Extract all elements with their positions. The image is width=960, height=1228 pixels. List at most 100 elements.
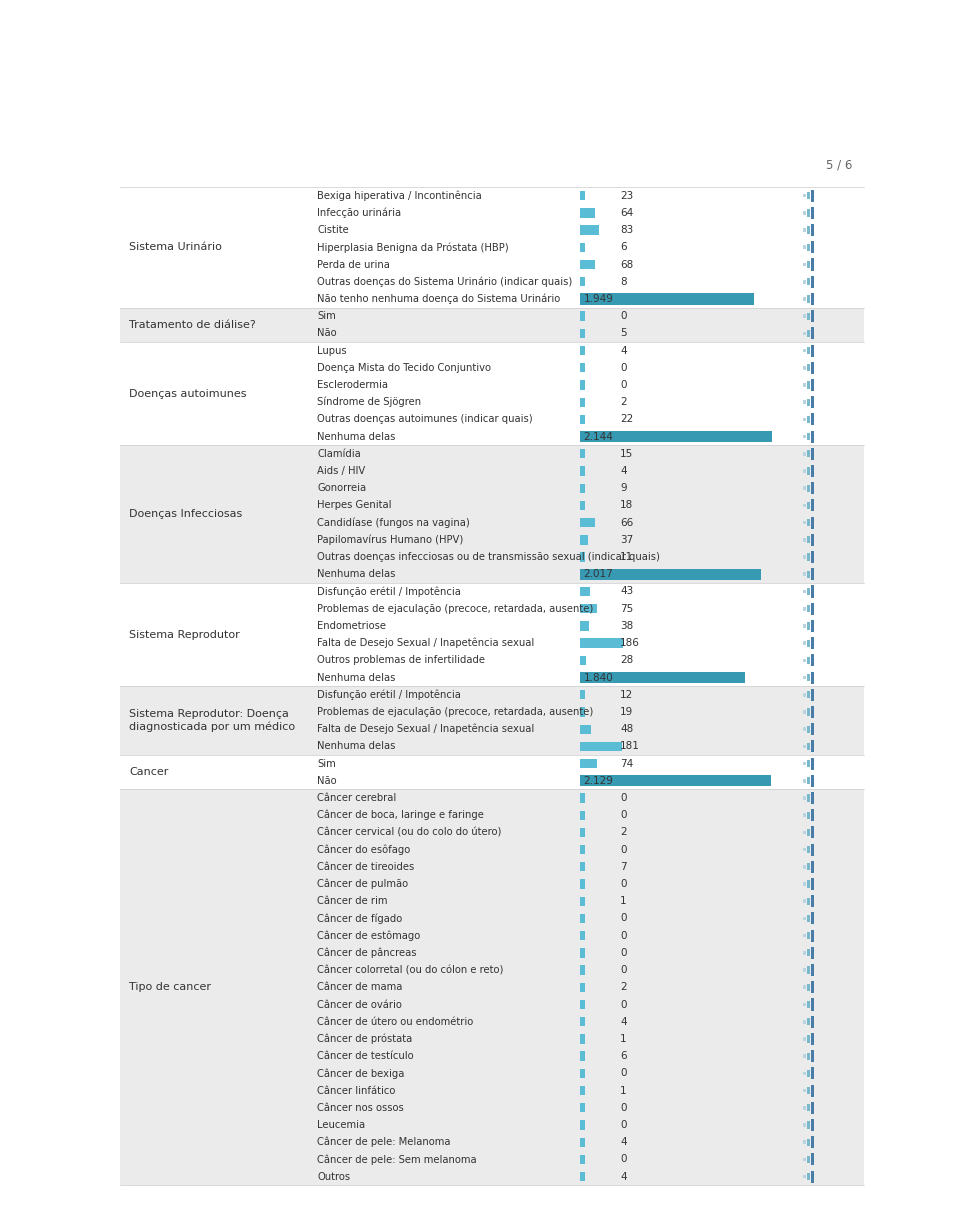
Text: Câncer de testículo: Câncer de testículo <box>317 1051 414 1061</box>
Bar <box>807 295 809 302</box>
Bar <box>807 348 809 354</box>
Text: Outros problemas de infertilidade: Outros problemas de infertilidade <box>317 656 485 666</box>
Bar <box>580 278 585 286</box>
Bar <box>580 346 585 355</box>
Text: Falta de Desejo Sexual / Inapetência sexual: Falta de Desejo Sexual / Inapetência sex… <box>317 725 535 734</box>
Text: Sistema Reprodutor: Sistema Reprodutor <box>129 630 240 640</box>
Bar <box>580 982 585 992</box>
Bar <box>811 551 813 564</box>
Bar <box>811 500 813 512</box>
Bar <box>807 966 809 974</box>
Bar <box>803 1106 805 1110</box>
Bar <box>580 293 755 305</box>
Text: Câncer nos ossos: Câncer nos ossos <box>317 1103 404 1113</box>
Text: 2.017: 2.017 <box>584 570 613 580</box>
Bar <box>580 226 599 235</box>
Bar <box>803 400 805 404</box>
Bar <box>580 793 585 803</box>
Bar <box>811 947 813 959</box>
Bar <box>580 243 585 252</box>
Text: 2.144: 2.144 <box>584 431 613 442</box>
Text: 68: 68 <box>620 259 634 269</box>
Text: 15: 15 <box>620 448 634 459</box>
Bar <box>803 435 805 438</box>
Bar <box>580 845 585 855</box>
Bar <box>803 211 805 215</box>
Text: 5 / 6: 5 / 6 <box>827 158 852 172</box>
Bar <box>803 263 805 266</box>
Bar <box>803 366 805 370</box>
Bar <box>811 1084 813 1097</box>
Bar <box>807 260 809 268</box>
Text: Sistema Reprodutor: Doença
diagnosticada por um médico: Sistema Reprodutor: Doença diagnosticada… <box>129 709 295 732</box>
Bar <box>803 383 805 387</box>
Bar <box>803 933 805 937</box>
Bar <box>580 363 585 372</box>
Bar <box>811 483 813 494</box>
Text: 74: 74 <box>620 759 634 769</box>
Text: Câncer de útero ou endométrio: Câncer de útero ou endométrio <box>317 1017 473 1027</box>
Bar <box>807 519 809 527</box>
Bar <box>811 706 813 718</box>
Bar <box>803 796 805 799</box>
Text: 2: 2 <box>620 982 627 992</box>
Bar <box>803 693 805 696</box>
Text: 0: 0 <box>620 914 627 923</box>
Bar <box>803 761 805 765</box>
Text: 0: 0 <box>620 379 627 391</box>
Bar <box>811 241 813 253</box>
Bar <box>580 742 621 752</box>
Bar <box>580 431 772 442</box>
Bar <box>807 312 809 319</box>
Bar <box>803 950 805 954</box>
Text: 0: 0 <box>620 965 627 975</box>
Bar <box>803 280 805 284</box>
Bar <box>807 1156 809 1163</box>
Bar <box>120 341 864 446</box>
Text: 75: 75 <box>620 604 634 614</box>
Bar <box>811 637 813 650</box>
Bar <box>811 448 813 459</box>
Bar <box>807 812 809 819</box>
Bar <box>803 882 805 885</box>
Text: 11: 11 <box>620 553 634 562</box>
Text: Cancer: Cancer <box>129 768 168 777</box>
Text: Não: Não <box>317 776 337 786</box>
Text: 0: 0 <box>620 1120 627 1130</box>
Text: Endometriose: Endometriose <box>317 621 386 631</box>
Text: 19: 19 <box>620 707 634 717</box>
Bar <box>807 1087 809 1094</box>
Bar <box>807 243 809 251</box>
Bar <box>811 1016 813 1028</box>
Bar <box>803 1038 805 1041</box>
Bar <box>811 1033 813 1045</box>
Bar <box>807 984 809 991</box>
Text: Câncer de tireoides: Câncer de tireoides <box>317 862 415 872</box>
Bar <box>811 895 813 907</box>
Bar <box>811 414 813 425</box>
Text: 12: 12 <box>620 690 634 700</box>
Text: 0: 0 <box>620 810 627 820</box>
Text: Nenhuma delas: Nenhuma delas <box>317 742 396 752</box>
Bar <box>580 1154 585 1164</box>
Bar <box>120 790 864 1185</box>
Bar <box>807 674 809 682</box>
Bar <box>811 189 813 201</box>
Bar <box>580 725 590 734</box>
Bar <box>807 365 809 371</box>
Text: Nenhuma delas: Nenhuma delas <box>317 570 396 580</box>
Bar <box>807 1138 809 1146</box>
Bar <box>803 538 805 542</box>
Text: Câncer de pele: Melanoma: Câncer de pele: Melanoma <box>317 1137 450 1147</box>
Bar <box>580 518 595 527</box>
Bar <box>811 397 813 408</box>
Bar <box>807 932 809 939</box>
Bar <box>803 1175 805 1179</box>
Bar <box>580 381 585 389</box>
Bar <box>803 899 805 903</box>
Bar <box>580 1120 585 1130</box>
Bar <box>580 553 585 561</box>
Bar <box>803 1124 805 1127</box>
Text: Perda de urina: Perda de urina <box>317 259 390 269</box>
Text: 38: 38 <box>620 621 634 631</box>
